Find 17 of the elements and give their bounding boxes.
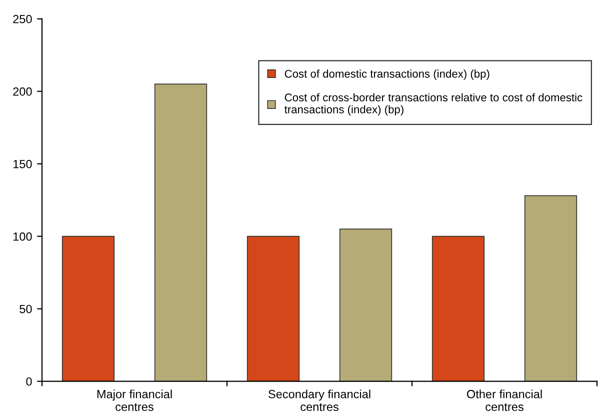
x-tick-label: Other financial centres [467,390,542,412]
legend-label: Cost of domestic transactions (index) (bp) [284,70,490,80]
bar [524,195,578,382]
y-tick-label: 250 [13,14,32,24]
bar [154,84,208,382]
y-tick-label: 100 [13,232,32,241]
bar [62,236,115,382]
x-tick-label: Major financial centres [97,390,172,412]
bar [432,236,485,382]
y-tick-label: 200 [13,87,32,96]
y-tick-label: 0 [26,377,32,386]
y-tick-label: 150 [13,160,32,168]
bar [339,228,392,382]
legend-label: Cost of cross-border transactions relative to cost of domestic transactions (index) (bp) [284,93,582,116]
bar [246,236,300,382]
x-tick-label: Secondary financial centres [268,390,370,412]
y-tick-label: 50 [20,304,32,314]
